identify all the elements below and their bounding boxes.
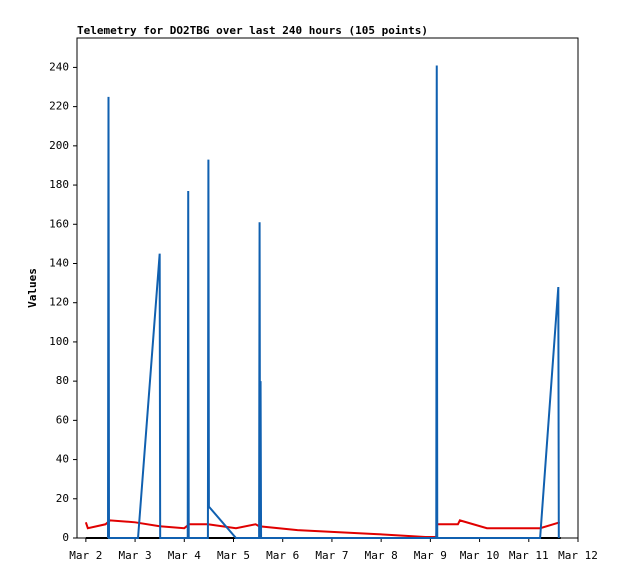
- x-tick-label: Mar 9: [414, 549, 447, 562]
- x-tick-label: Mar 7: [315, 549, 348, 562]
- y-tick-label: 60: [56, 413, 69, 426]
- series-line: [84, 519, 561, 539]
- x-tick-label: Mar 11: [509, 549, 549, 562]
- y-tick-label: 180: [49, 178, 69, 191]
- x-tick-label: Mar 3: [119, 549, 152, 562]
- x-tick-label: Mar 10: [460, 549, 500, 562]
- x-tick-label: Mar 5: [217, 549, 250, 562]
- x-tick-label: Mar 12: [558, 549, 598, 562]
- y-tick-label: 140: [49, 256, 69, 269]
- y-tick-label: 160: [49, 217, 69, 230]
- x-tick-label: Mar 6: [266, 549, 299, 562]
- x-tick-label: Mar 4: [168, 549, 201, 562]
- y-tick-label: 220: [49, 100, 69, 113]
- y-tick-label: 240: [49, 60, 69, 73]
- plot-frame: [76, 37, 579, 539]
- y-tick-label: 200: [49, 139, 69, 152]
- y-tick-label: 40: [56, 453, 69, 466]
- y-tick-label: 120: [49, 296, 69, 309]
- series-line: [107, 65, 560, 539]
- y-tick-label: 20: [56, 492, 69, 505]
- y-tick-label: 0: [62, 531, 69, 544]
- chart-title: Telemetry for DO2TBG over last 240 hours…: [77, 24, 428, 37]
- y-tick-label: 80: [56, 374, 69, 387]
- x-tick-label: Mar 2: [69, 549, 102, 562]
- x-tick-label: Mar 8: [365, 549, 398, 562]
- y-axis-label: Values: [26, 268, 39, 308]
- y-tick-label: 100: [49, 335, 69, 348]
